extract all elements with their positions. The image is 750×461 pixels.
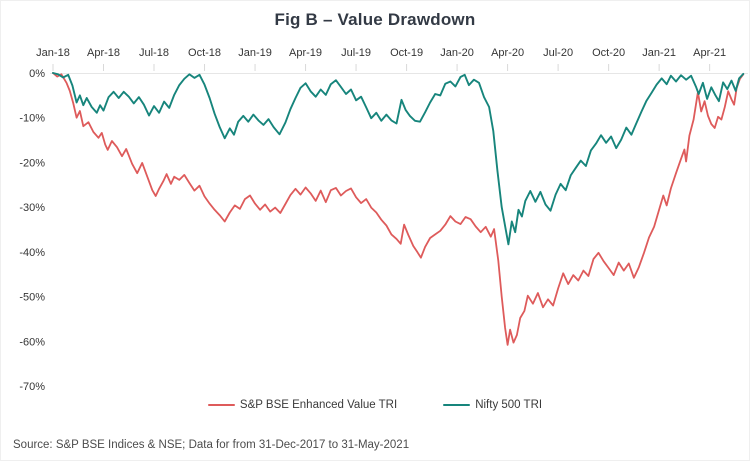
- svg-text:Apr-19: Apr-19: [289, 47, 322, 59]
- svg-text:Oct-18: Oct-18: [188, 47, 221, 59]
- svg-text:Jan-21: Jan-21: [642, 47, 676, 59]
- source-note: Source: S&P BSE Indices & NSE; Data for …: [13, 439, 410, 451]
- svg-text:Apr-18: Apr-18: [87, 47, 120, 59]
- svg-text:Jul-18: Jul-18: [139, 47, 169, 59]
- chart-legend: S&P BSE Enhanced Value TRI Nifty 500 TRI: [1, 399, 749, 411]
- svg-text:-30%: -30%: [19, 202, 45, 214]
- svg-text:Jul-20: Jul-20: [543, 47, 573, 59]
- svg-text:Apr-20: Apr-20: [491, 47, 524, 59]
- svg-text:Jan-19: Jan-19: [238, 47, 272, 59]
- svg-text:-10%: -10%: [19, 113, 45, 125]
- svg-text:-70%: -70%: [19, 381, 45, 393]
- svg-text:-40%: -40%: [19, 247, 45, 259]
- legend-label-enhanced-value: S&P BSE Enhanced Value TRI: [239, 399, 398, 411]
- svg-text:Oct-20: Oct-20: [592, 47, 625, 59]
- legend-swatch-nifty500: [443, 403, 471, 407]
- svg-text:0%: 0%: [29, 68, 45, 80]
- svg-text:Jul-19: Jul-19: [341, 47, 371, 59]
- legend-swatch-enhanced-value: [207, 403, 235, 407]
- legend-item-enhanced-value: S&P BSE Enhanced Value TRI: [207, 399, 398, 411]
- svg-text:Jan-20: Jan-20: [440, 47, 474, 59]
- svg-text:Oct-19: Oct-19: [390, 47, 423, 59]
- svg-text:-60%: -60%: [19, 336, 45, 348]
- svg-text:-20%: -20%: [19, 157, 45, 169]
- legend-label-nifty500: Nifty 500 TRI: [475, 399, 543, 411]
- svg-text:-50%: -50%: [19, 292, 45, 304]
- svg-text:Jan-18: Jan-18: [36, 47, 70, 59]
- chart-title: Fig B – Value Drawdown: [274, 10, 476, 29]
- legend-item-nifty500: Nifty 500 TRI: [443, 399, 542, 411]
- svg-text:Apr-21: Apr-21: [693, 47, 726, 59]
